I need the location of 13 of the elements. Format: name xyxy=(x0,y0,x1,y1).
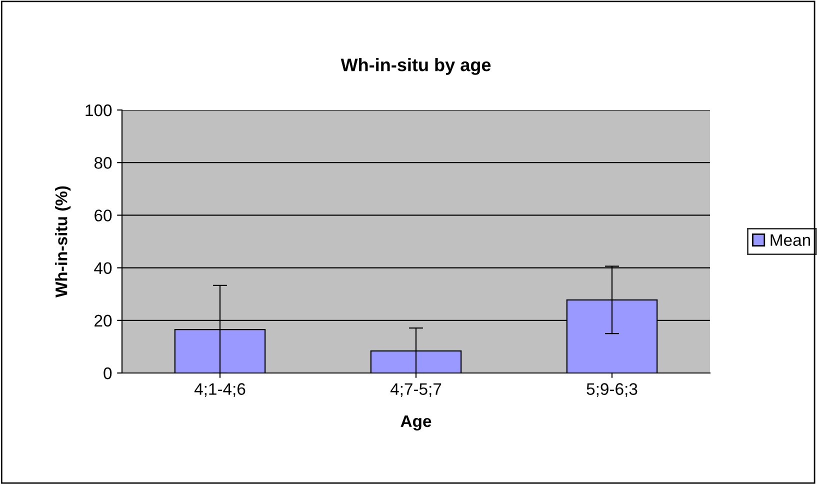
y-tick-label: 80 xyxy=(94,157,112,169)
y-axis-title: Wh-in-situ (%) xyxy=(55,186,71,298)
y-tick-label: 40 xyxy=(94,262,112,274)
x-axis-title: Age xyxy=(400,415,432,430)
chart-title: Wh-in-situ by age xyxy=(340,58,491,75)
y-tick-label: 100 xyxy=(86,104,112,116)
legend-label: Mean xyxy=(770,234,810,246)
y-tick-label: 60 xyxy=(94,210,112,222)
y-tick-label: 0 xyxy=(104,367,112,380)
x-tick-label: 4;7-5;7 xyxy=(390,383,442,397)
x-tick-label: 5;9-6;3 xyxy=(586,383,638,397)
x-tick-label: 4;1-4;6 xyxy=(194,383,246,397)
y-tick-label: 20 xyxy=(94,314,112,327)
